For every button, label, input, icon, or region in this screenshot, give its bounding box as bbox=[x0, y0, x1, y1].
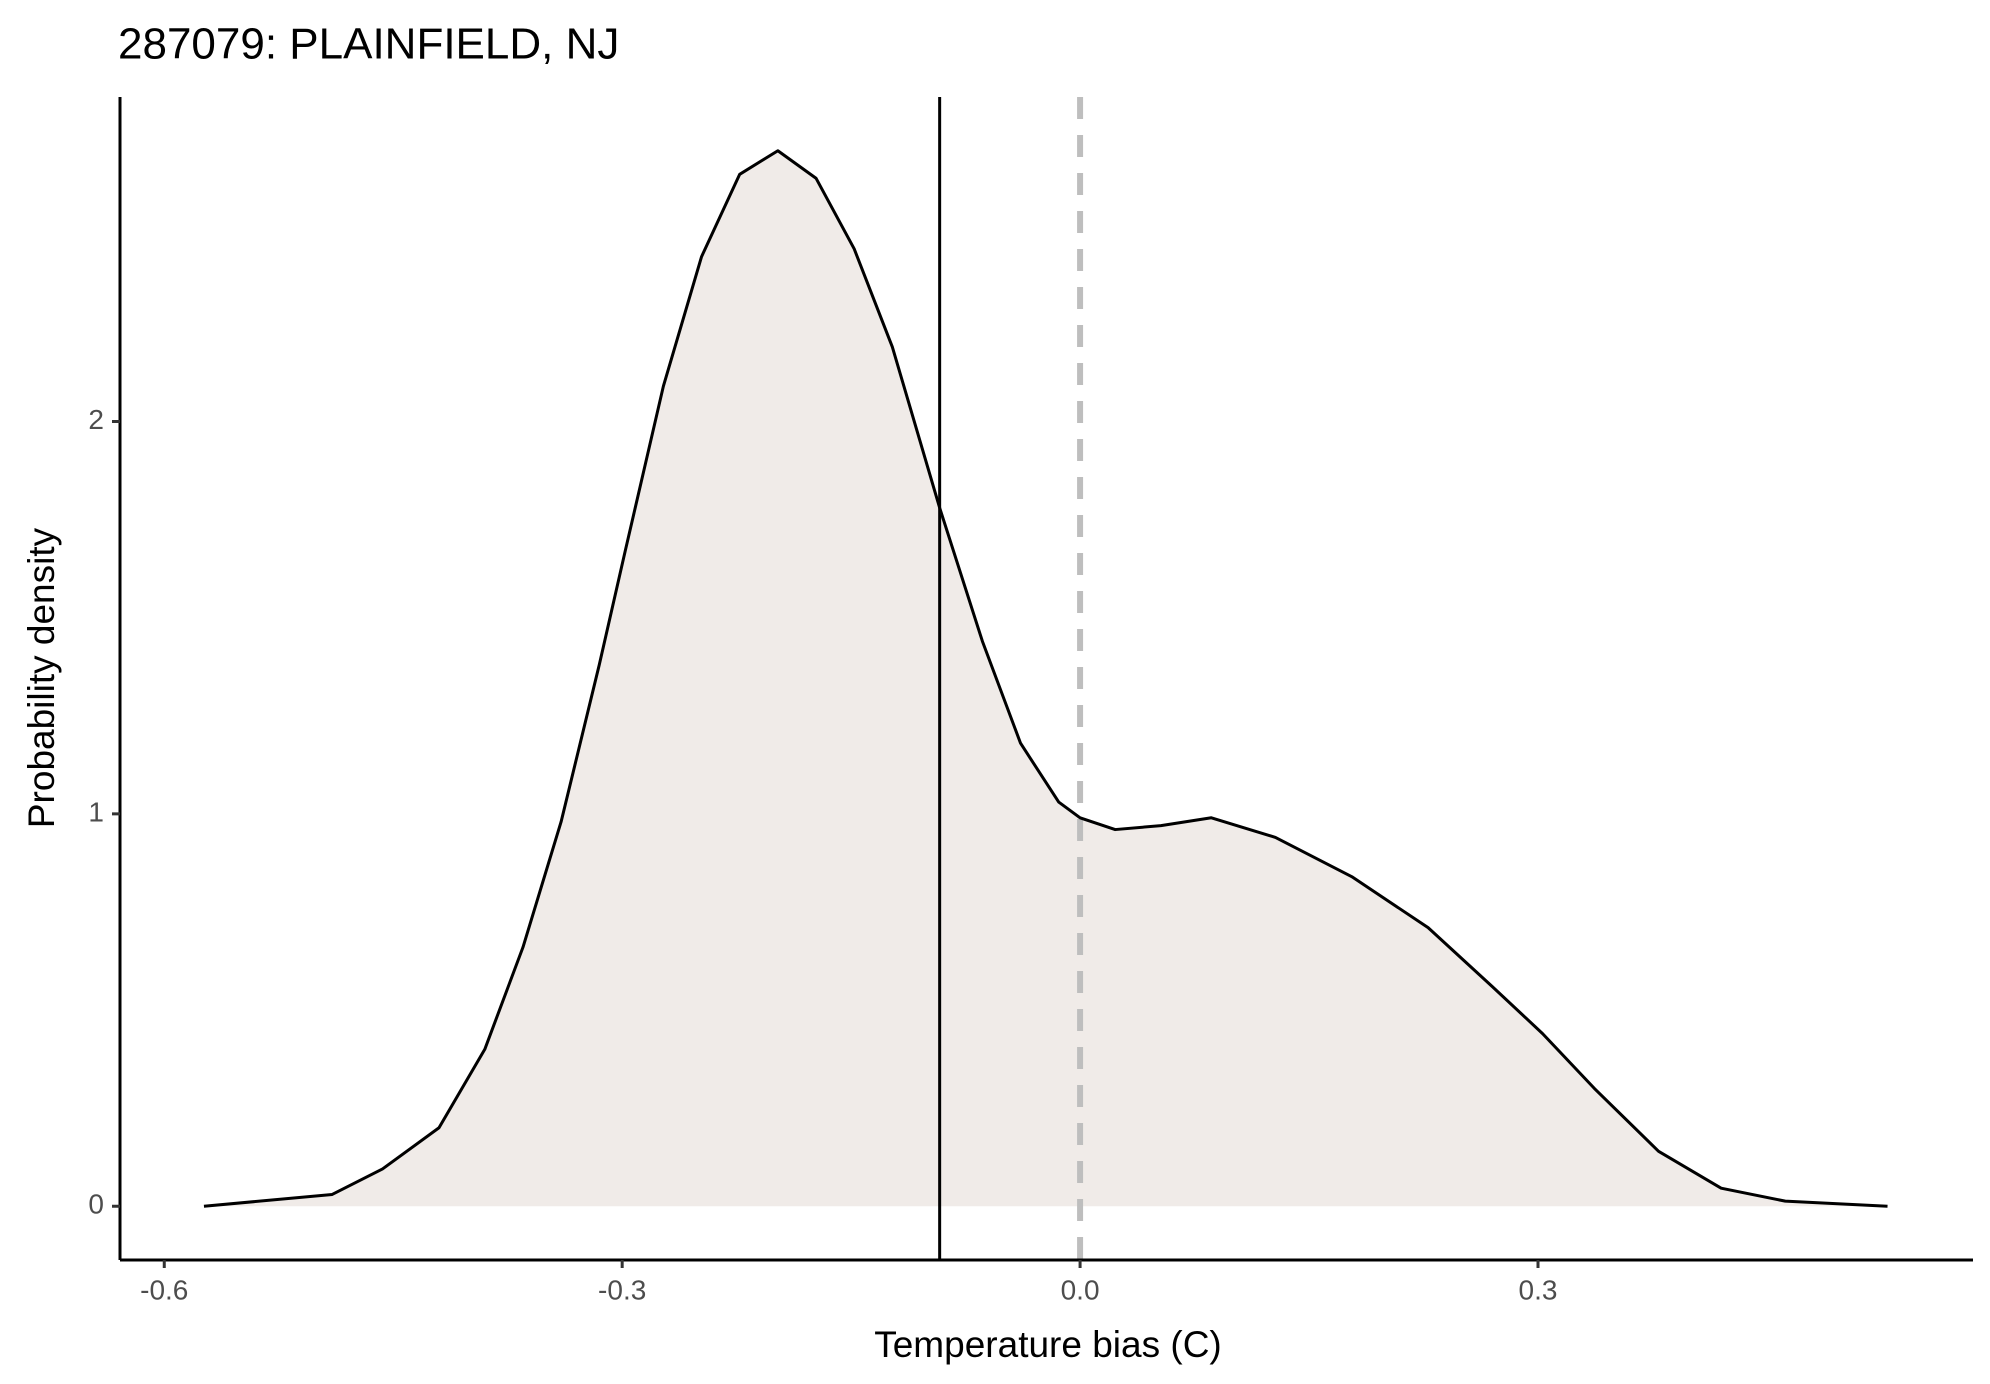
x-tick-label: -0.3 bbox=[598, 1274, 646, 1305]
chart-title: 287079: PLAINFIELD, NJ bbox=[118, 20, 619, 69]
x-tick-label: 0.3 bbox=[1519, 1274, 1558, 1305]
density-area bbox=[203, 150, 1888, 1207]
y-axis-title: Probability density bbox=[21, 527, 62, 828]
x-axis-title: Temperature bias (C) bbox=[874, 1324, 1222, 1365]
y-tick-label: 1 bbox=[88, 796, 104, 827]
x-tick-label: -0.6 bbox=[140, 1274, 188, 1305]
density-line bbox=[203, 149, 1888, 1208]
y-tick-label: 0 bbox=[88, 1189, 104, 1220]
y-tick-label: 2 bbox=[88, 404, 104, 435]
x-tick-label: 0.0 bbox=[1061, 1274, 1100, 1305]
